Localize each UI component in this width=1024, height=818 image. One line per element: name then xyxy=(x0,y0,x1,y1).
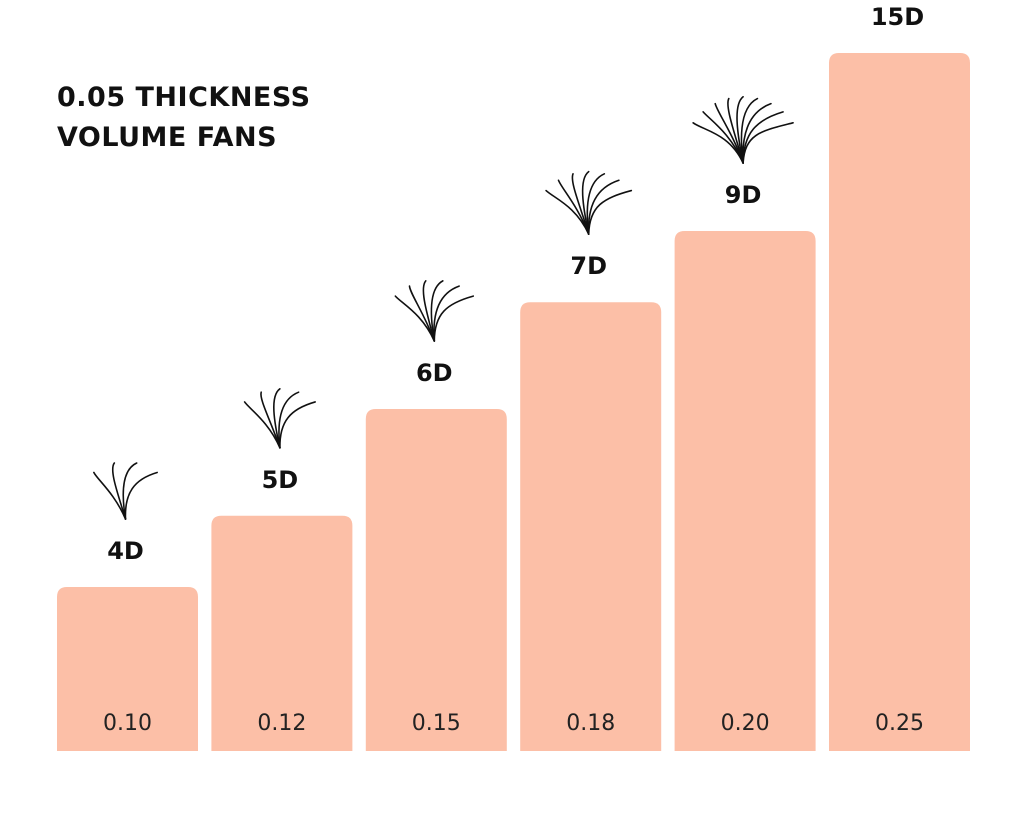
bar-value-label: 0.15 xyxy=(412,711,461,736)
bar-15d xyxy=(829,53,970,751)
lash-strand xyxy=(422,280,436,342)
lash-strand xyxy=(273,388,281,449)
lash-strand xyxy=(742,111,784,164)
bar-value-label: 0.10 xyxy=(103,711,152,736)
lash-strand xyxy=(742,121,794,164)
lash-strand xyxy=(571,173,590,235)
bar-value-label: 0.18 xyxy=(566,711,615,736)
bar-6d xyxy=(365,409,507,751)
lash-strand xyxy=(111,462,127,520)
lash-fan-icon xyxy=(692,96,794,164)
bar-value-label: 0.20 xyxy=(721,711,770,736)
bar-value-label: 0.12 xyxy=(257,711,306,736)
bar-category-label: 5D xyxy=(262,466,299,494)
lash-strand xyxy=(243,401,281,449)
lash-fan-icon xyxy=(545,170,633,235)
lash-strand xyxy=(433,295,475,342)
lash-strand xyxy=(587,189,633,235)
lash-strand xyxy=(278,391,300,449)
bar-category-label: 6D xyxy=(416,359,453,387)
lash-strand xyxy=(122,462,138,520)
lash-strand xyxy=(279,401,316,449)
chart-title: 0.05 THICKNESS VOLUME FANS xyxy=(57,82,311,153)
lash-strand xyxy=(260,391,281,449)
bar-9d xyxy=(674,231,816,751)
lash-fan-icon xyxy=(93,462,158,520)
chart-title-line-1: 0.05 THICKNESS xyxy=(57,82,311,113)
lash-fan-icon xyxy=(243,388,316,449)
bars-group: 0.10 4D 0.12 5D 0.15 6D 0.18 7D 0.20 9D 0.25 15D xyxy=(57,3,970,751)
lash-strand xyxy=(408,285,436,342)
bar-5d xyxy=(211,515,353,751)
lash-strand xyxy=(742,102,772,164)
bar-category-label: 4D xyxy=(107,537,144,565)
bar-7d xyxy=(520,302,662,751)
lash-strand xyxy=(93,471,127,520)
lash-strand xyxy=(587,179,620,235)
lash-strand xyxy=(124,471,158,520)
bar-value-label: 0.25 xyxy=(875,711,924,736)
bar-4d xyxy=(57,587,198,751)
lash-strand xyxy=(433,285,460,342)
bar-category-label: 9D xyxy=(725,181,762,209)
chart-title-line-2: VOLUME FANS xyxy=(57,122,277,153)
bar-category-label: 15D xyxy=(871,3,924,31)
bar-category-label: 7D xyxy=(570,252,607,280)
lash-fan-icon xyxy=(394,280,475,342)
